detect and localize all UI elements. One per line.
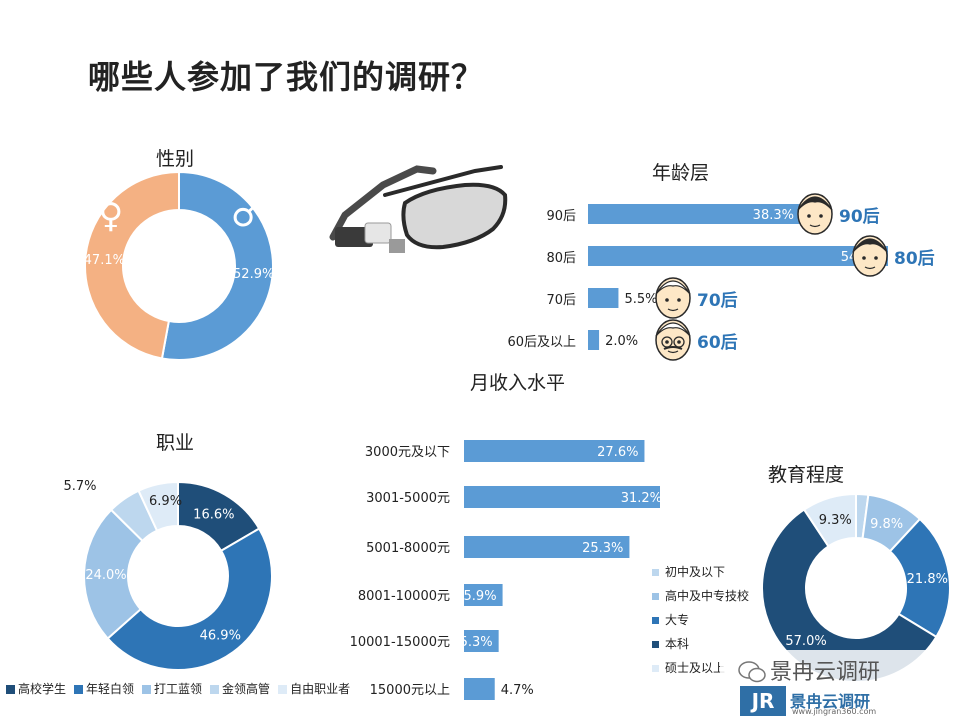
age-category-label-2: 70后 (546, 293, 576, 308)
jr-logo-icon: JR (740, 686, 786, 716)
watermark-brand: 景冉云调研 (790, 692, 871, 711)
education-chart-title: 教育程度 (768, 464, 845, 486)
slice-value-label-2: 24.0% (85, 568, 126, 583)
edu-legend-item-4: 硕士及以上 (652, 656, 749, 680)
income-category-label-4: 10001-15000元 (350, 635, 450, 650)
gender-donut-chart: 52.9% ♂ 47.1% ♀ (84, 170, 274, 361)
donut-slice-4 (802, 492, 857, 548)
edu-legend-item-0: 初中及以下 (652, 560, 749, 584)
legend-item-3: 金领高管 (210, 680, 270, 697)
age-bar-chart: 90后38.3%90后80后54.2%80后70后5.5%70后60后及以上2.… (507, 193, 935, 361)
age-value-label-3: 2.0% (605, 334, 638, 349)
income-value-label-4: 5.3% (460, 635, 493, 650)
slice-value-label-3: 5.7% (63, 479, 96, 494)
edu-legend-item-1: 高中及中专技校 (652, 584, 749, 608)
occupation-legend: 高校学生 年轻白领 打工蓝领 金领高管 自由职业者 (0, 676, 366, 700)
slice-value-label-1: 9.8% (870, 517, 903, 532)
face-icon-3 (655, 319, 691, 361)
face-icon-1 (852, 235, 888, 277)
income-value-label-3: 5.9% (464, 589, 497, 604)
occupation-donut-chart: 16.6% 46.9% 24.0% 5.7% 6.9% (63, 479, 273, 671)
income-value-label-1: 31.2% (621, 491, 660, 506)
income-bar-chart: 3000元及以下 27.6% 3001-5000元 31.2% 5001-8000元 25… (350, 440, 660, 700)
income-bar-3 (464, 584, 503, 606)
age-value-label-0: 38.3% (753, 208, 794, 223)
edu-legend-item-3: 本科 (652, 632, 749, 656)
age-bar-3 (588, 330, 600, 350)
age-category-label-3: 60后及以上 (507, 335, 576, 350)
income-bar-1 (464, 486, 660, 508)
age-bar-0 (588, 204, 800, 224)
svg-text:JR: JR (750, 689, 775, 713)
donut-slice-1 (84, 170, 180, 360)
income-category-label-1: 3001-5000元 (366, 491, 450, 506)
edu-legend-item-2: 大专 (652, 608, 749, 632)
donut-slice-2 (83, 508, 144, 640)
chat-icon (738, 661, 766, 683)
slice-value-label-1: 46.9% (200, 628, 241, 643)
age-chart-title: 年龄层 (652, 162, 710, 184)
age-value-label-2: 5.5% (624, 292, 657, 307)
gender-chart-title: 性别 (156, 148, 195, 170)
age-face-label-1: 80后 (894, 249, 935, 269)
age-bar-2 (588, 288, 619, 308)
male-icon: ♂ (231, 195, 261, 235)
age-category-label-1: 80后 (546, 251, 576, 266)
income-bar-2 (464, 536, 630, 558)
watermark: 景冉云调研 JR 景冉云调研 www.jingran360.com (720, 650, 960, 720)
slice-value-label-4: 6.9% (149, 494, 182, 509)
income-value-label-5: 4.7% (501, 683, 534, 698)
watermark-url: www.jingran360.com (792, 707, 877, 716)
age-bar-1 (588, 246, 888, 266)
legend-item-4: 自由职业者 (278, 680, 350, 697)
donut-slice-4 (137, 480, 179, 532)
donut-slice-0 (160, 170, 274, 361)
education-donut-chart: 2.1%9.8%21.8%57.0%9.3% (761, 492, 951, 683)
slice-value-label-1: 47.1% (84, 253, 125, 268)
slice-value-label-3: 57.0% (785, 634, 826, 649)
slice-value-label-2: 21.8% (907, 572, 948, 587)
donut-slice-1 (106, 527, 273, 671)
face-icon-2 (655, 277, 691, 319)
income-chart-title: 月收入水平 (470, 372, 566, 394)
income-category-label-2: 5001-8000元 (366, 541, 450, 556)
occupation-chart-title: 职业 (156, 432, 195, 454)
slice-value-label-4: 9.3% (819, 513, 852, 528)
income-category-label-3: 8001-10000元 (358, 589, 450, 604)
income-category-label-5: 15000元以上 (370, 683, 450, 698)
age-face-label-3: 60后 (697, 333, 738, 353)
legend-item-1: 年轻白领 (74, 680, 134, 697)
income-bar-5 (464, 678, 495, 700)
income-bar-4 (464, 630, 499, 652)
legend-item-2: 打工蓝领 (142, 680, 202, 697)
income-bar-0 (464, 440, 645, 462)
slice-value-label-0: 16.6% (193, 508, 234, 523)
page-title: 哪些人参加了我们的调研？ (88, 58, 485, 96)
income-value-label-2: 25.3% (582, 541, 623, 556)
watermark-text: 景冉云调研 (770, 660, 881, 685)
income-category-label-0: 3000元及以下 (365, 445, 450, 460)
face-icon-0 (797, 193, 833, 235)
age-face-label-2: 70后 (697, 291, 738, 311)
slice-value-label-0: 52.9% (233, 267, 274, 282)
age-face-label-0: 90后 (839, 207, 880, 227)
female-icon: ♀ (98, 196, 123, 236)
education-legend: 初中及以下 高中及中专技校 大专 本科 硕士及以上 (652, 560, 749, 680)
age-category-label-0: 90后 (546, 209, 576, 224)
income-value-label-0: 27.6% (597, 445, 638, 460)
smart-glasses-illustration (329, 165, 508, 253)
legend-item-0: 高校学生 (6, 680, 66, 697)
